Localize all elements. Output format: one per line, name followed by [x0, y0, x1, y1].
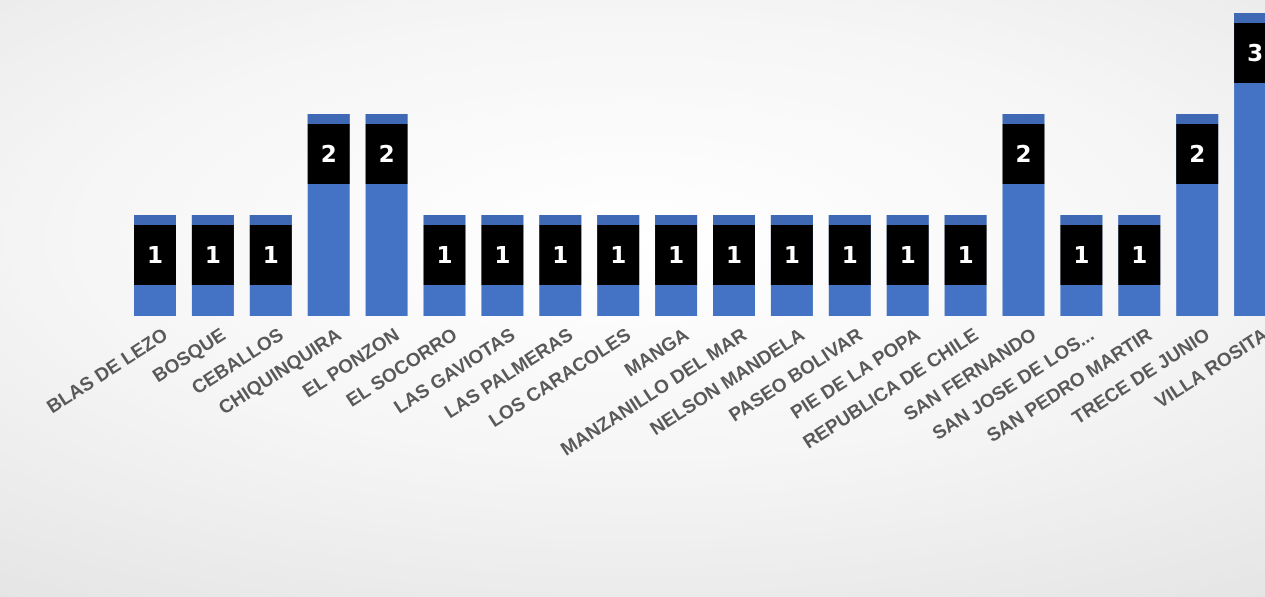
- data-label-box: [539, 225, 582, 285]
- data-label-box: [597, 225, 640, 285]
- data-label: 1: [784, 243, 800, 269]
- bar-group: 1: [886, 215, 929, 316]
- bar-top-edge: [423, 215, 466, 225]
- data-label: 1: [900, 243, 916, 269]
- bar-top-edge: [886, 215, 929, 225]
- bar-group: 2: [1176, 114, 1219, 316]
- data-label-box: [134, 225, 176, 285]
- bar-group: 1: [655, 215, 698, 316]
- bar-top-edge: [713, 215, 755, 225]
- bar-top-edge: [655, 215, 698, 225]
- bar-group: 2: [307, 114, 350, 316]
- bar-group: 1: [1118, 215, 1161, 316]
- data-label-box: [1060, 225, 1103, 285]
- data-label: 1: [1073, 243, 1089, 269]
- bar-top-edge: [191, 215, 234, 225]
- data-label: 2: [1015, 142, 1031, 168]
- data-label: 1: [147, 243, 163, 269]
- bar-top-edge: [770, 215, 813, 225]
- bar-top-edge: [1060, 215, 1103, 225]
- data-label-box: [307, 124, 350, 184]
- data-label-box: [1176, 124, 1219, 184]
- data-label: 1: [494, 243, 510, 269]
- data-label-box: [770, 225, 813, 285]
- bar-top-edge: [1118, 215, 1161, 225]
- bar-top-edge: [828, 215, 871, 225]
- data-label: 1: [610, 243, 626, 269]
- data-label: 1: [668, 243, 684, 269]
- data-label-box: [1002, 124, 1045, 184]
- bar-group: 1: [423, 215, 466, 316]
- bar-group: 1: [713, 215, 755, 316]
- bar-group: 1: [191, 215, 234, 316]
- data-label-box: [423, 225, 466, 285]
- x-axis-tick-labels: BLAS DE LEZOBOSQUECEBALLOSCHIQUINQUIRAEL…: [43, 324, 1265, 460]
- bar-group: 3: [1234, 13, 1265, 316]
- bar-top-edge: [539, 215, 582, 225]
- bar-group: 2: [1002, 114, 1045, 316]
- data-label-box: [1118, 225, 1161, 285]
- data-label: 1: [726, 243, 742, 269]
- bar-top-edge: [1176, 114, 1219, 124]
- data-label-box: [1234, 23, 1265, 83]
- bar-top-edge: [481, 215, 524, 225]
- bar-top-edge: [134, 215, 176, 225]
- bar-group: 1: [944, 215, 987, 316]
- data-label: 1: [958, 243, 974, 269]
- bar-top-edge: [597, 215, 640, 225]
- bar-top-edge: [365, 114, 408, 124]
- data-label-box: [365, 124, 408, 184]
- data-label: 1: [263, 243, 279, 269]
- bar-group: 1: [481, 215, 524, 316]
- data-label: 1: [552, 243, 568, 269]
- data-label: 1: [436, 243, 452, 269]
- bar-group: 1: [134, 215, 176, 316]
- data-label-box: [249, 225, 292, 285]
- bar-group: 1: [828, 215, 871, 316]
- data-label-box: [713, 225, 755, 285]
- bar-group: 1: [249, 215, 292, 316]
- data-label-box: [655, 225, 698, 285]
- data-label-box: [828, 225, 871, 285]
- data-label: 1: [1131, 243, 1147, 269]
- bars-layer: 1 1 1 2 2 1 1 1 1 1 1 1 1 1 1 2 1 1 2 3: [134, 13, 1265, 316]
- data-label: 2: [321, 142, 337, 168]
- bar-top-edge: [1002, 114, 1045, 124]
- data-label: 3: [1247, 41, 1263, 67]
- data-label-box: [481, 225, 524, 285]
- bar-group: 1: [539, 215, 582, 316]
- bar-group: 1: [597, 215, 640, 316]
- data-label: 1: [205, 243, 221, 269]
- bar-group: 1: [1060, 215, 1103, 316]
- bar-top-edge: [307, 114, 350, 124]
- data-label: 1: [842, 243, 858, 269]
- bar-group: 1: [770, 215, 813, 316]
- bar-group: 2: [365, 114, 408, 316]
- data-label-box: [944, 225, 987, 285]
- data-label-box: [886, 225, 929, 285]
- bar-top-edge: [249, 215, 292, 225]
- data-label: 2: [1189, 142, 1205, 168]
- bar-top-edge: [1234, 13, 1265, 23]
- bar-top-edge: [944, 215, 987, 225]
- data-label: 2: [379, 142, 395, 168]
- data-label-box: [191, 225, 234, 285]
